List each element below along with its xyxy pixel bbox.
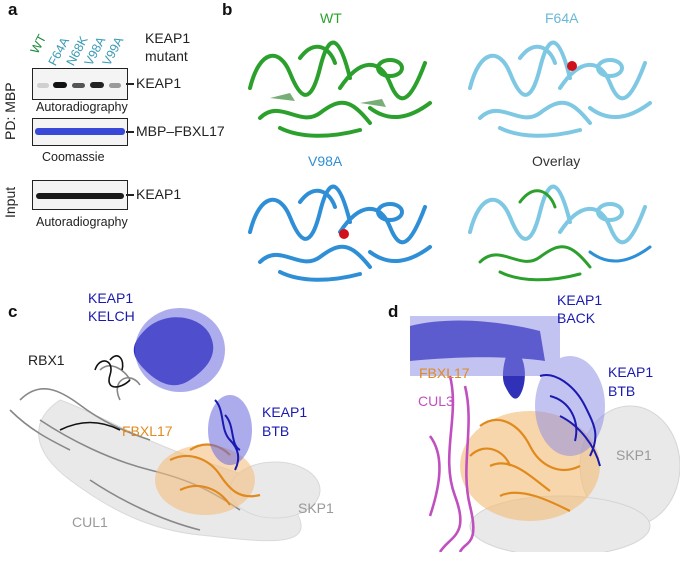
label-d-keap1-btb-2: BTB xyxy=(608,383,636,399)
label-c-fbxl17: FBXL17 xyxy=(122,423,173,439)
panel-c-letter: c xyxy=(8,302,18,321)
structure-title-wt: WT xyxy=(320,10,342,26)
label-c-rbx1: RBX1 xyxy=(28,352,65,368)
label-d-keap1-btb-1: KEAP1 xyxy=(608,364,654,380)
blot1-caption: Autoradiography xyxy=(36,100,128,114)
blot-input-keap1 xyxy=(32,180,128,210)
blot-pd-keap1 xyxy=(32,68,128,100)
blot-pd-mbp-fbxl17 xyxy=(32,118,128,146)
label-c-keap1-kelch-2: KELCH xyxy=(88,308,135,324)
blot1-band-label: KEAP1 xyxy=(136,75,182,91)
label-c-keap1-kelch-1: KEAP1 xyxy=(88,290,134,306)
lane-label-wt: WT xyxy=(27,32,50,56)
structure-title-f64a: F64A xyxy=(545,10,579,26)
blot3-caption: Autoradiography xyxy=(36,215,128,229)
structure-title-v98a: V98A xyxy=(308,153,343,169)
side-label-input: Input xyxy=(2,186,18,218)
label-d-cul3: CUL3 xyxy=(418,393,454,409)
side-label-pd: PD: MBP xyxy=(2,82,18,140)
structure-title-overlay: Overlay xyxy=(532,153,581,169)
panel-a-letter: a xyxy=(8,0,18,19)
mutant-header-line2: mutant xyxy=(145,48,188,64)
structure-f64a-ribbon xyxy=(468,40,652,138)
label-d-keap1-back-2: BACK xyxy=(557,310,596,326)
label-c-keap1-btb-2: BTB xyxy=(262,423,290,439)
structure-overlay-ribbon xyxy=(468,184,652,282)
blot2-band-label: MBP–FBXL17 xyxy=(136,123,225,139)
panel-b-letter: b xyxy=(222,0,233,19)
blot2-caption: Coomassie xyxy=(42,150,105,164)
label-c-keap1-btb-1: KEAP1 xyxy=(262,404,308,420)
blot3-band-label: KEAP1 xyxy=(136,186,182,202)
panel-d-letter: d xyxy=(388,302,399,321)
label-d-fbxl17: FBXL17 xyxy=(419,365,470,381)
panel-c-structure xyxy=(9,308,321,542)
label-c-cul1: CUL1 xyxy=(72,514,108,530)
mutant-header-line1: KEAP1 xyxy=(145,30,191,46)
label-d-skp1: SKP1 xyxy=(616,447,652,463)
label-d-keap1-back-1: KEAP1 xyxy=(557,292,603,308)
structure-wt-ribbon xyxy=(248,40,432,138)
label-c-skp1: SKP1 xyxy=(298,500,334,516)
structure-v98a-ribbon xyxy=(248,184,432,282)
panel-d-structure xyxy=(410,316,680,552)
